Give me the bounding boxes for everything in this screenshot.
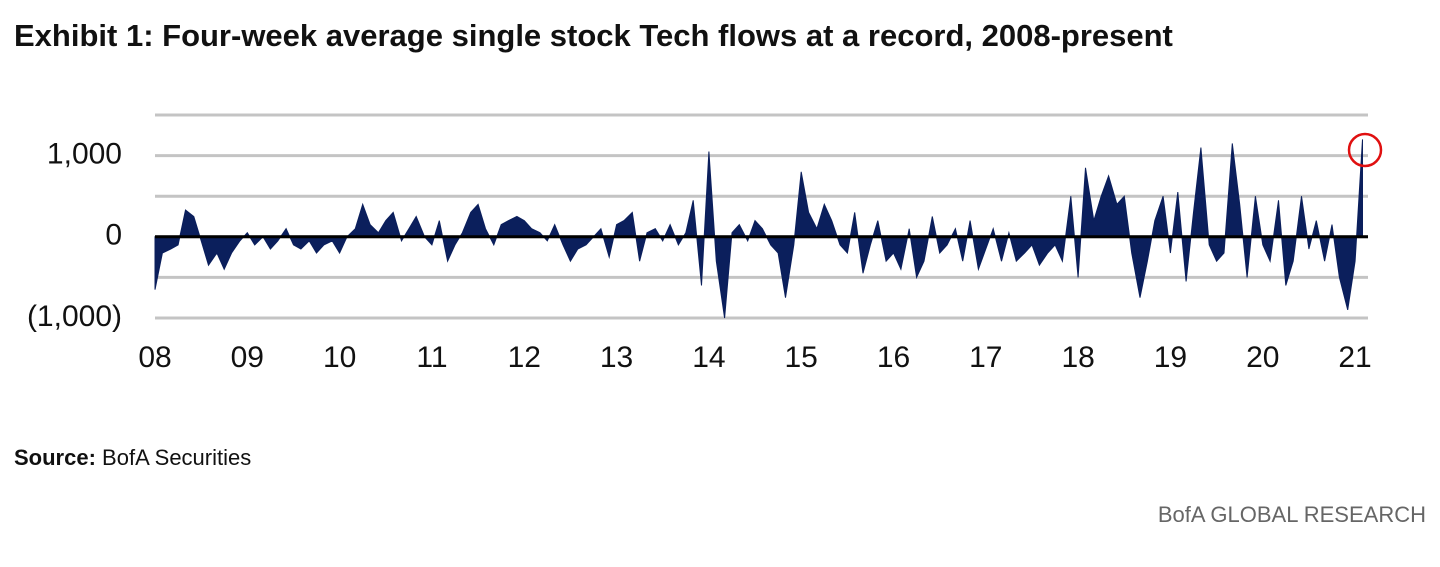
x-tick-label: 12 (508, 341, 541, 374)
x-tick-label: 15 (785, 341, 818, 374)
y-tick-label: (1,000) (27, 300, 122, 333)
x-tick-label: 17 (969, 341, 1002, 374)
source-text: BofA Securities (102, 445, 251, 470)
plot (154, 139, 1363, 319)
x-tick-label: 14 (692, 341, 725, 374)
x-tick-label: 11 (416, 341, 447, 374)
x-tick-label: 09 (231, 341, 264, 374)
y-tick-label: 1,000 (47, 138, 122, 171)
x-tick-label: 10 (323, 341, 356, 374)
x-tick-label: 16 (877, 341, 910, 374)
x-tick-label: 13 (600, 341, 633, 374)
grid (155, 113, 1368, 320)
x-tick-label: 18 (1061, 341, 1094, 374)
x-tick-label: 19 (1154, 341, 1187, 374)
brand: BofA GLOBAL RESEARCH (1158, 502, 1426, 527)
x-tick-label: 21 (1338, 341, 1371, 374)
chart-title: Exhibit 1: Four-week average single stoc… (14, 18, 1173, 53)
x-tick-label: 20 (1246, 341, 1279, 374)
highlight-circle (1347, 132, 1383, 168)
source-label: Source: (14, 445, 96, 470)
axes: 1,000 0 (1,000) 08 09 10 11 12 13 14 15 16 17 18 19 20 2… (27, 138, 1372, 374)
y-tick-label: 0 (105, 219, 122, 252)
x-tick-label: 08 (138, 341, 171, 374)
area (154, 139, 1363, 319)
source: Source: BofA Securities (14, 445, 251, 470)
